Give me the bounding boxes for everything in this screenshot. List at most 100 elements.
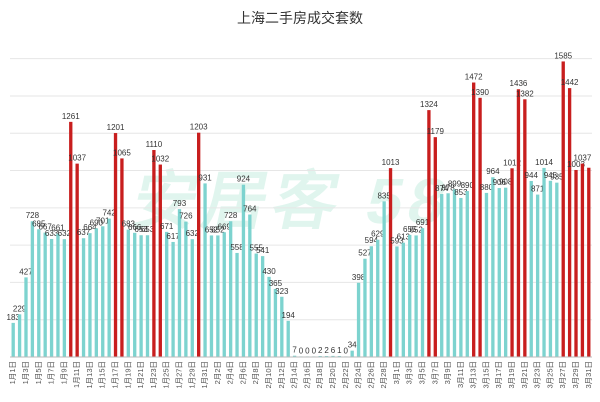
data-label: 323 bbox=[275, 287, 289, 296]
bar bbox=[37, 229, 41, 357]
bar bbox=[222, 232, 226, 357]
bar bbox=[388, 168, 393, 357]
bar bbox=[69, 121, 73, 357]
data-label: 1442 bbox=[561, 78, 579, 87]
bar bbox=[101, 226, 105, 357]
bar bbox=[241, 184, 246, 357]
bar bbox=[260, 256, 265, 357]
data-label: 593 bbox=[390, 236, 404, 245]
data-label: 365 bbox=[269, 279, 283, 288]
x-tick-label: 2月12日 bbox=[277, 361, 286, 389]
bar bbox=[145, 235, 150, 357]
bar bbox=[209, 235, 214, 357]
bar bbox=[94, 228, 99, 357]
data-label: 1203 bbox=[190, 123, 208, 132]
x-tick-label: 3月13日 bbox=[469, 361, 478, 389]
x-tick-label: 3月21日 bbox=[520, 361, 529, 389]
bar bbox=[350, 350, 354, 357]
data-label: 764 bbox=[243, 205, 257, 214]
bar bbox=[401, 242, 405, 357]
bar bbox=[420, 228, 425, 357]
data-label: 1037 bbox=[68, 154, 86, 163]
data-label: 793 bbox=[173, 199, 187, 208]
x-tick-label: 2月4日 bbox=[226, 361, 235, 384]
bar bbox=[548, 180, 553, 357]
bar bbox=[356, 282, 361, 357]
bar bbox=[516, 89, 521, 357]
x-tick-label: 3月27日 bbox=[558, 361, 567, 389]
x-tick-label: 3月15日 bbox=[481, 361, 490, 389]
bar bbox=[408, 234, 412, 357]
bar bbox=[535, 194, 540, 357]
data-label: 1390 bbox=[471, 88, 489, 97]
bar bbox=[139, 235, 143, 357]
data-label: 683 bbox=[122, 220, 136, 229]
bar bbox=[280, 296, 284, 357]
data-label: 1382 bbox=[516, 89, 534, 98]
data-label: 964 bbox=[486, 167, 500, 176]
bar bbox=[459, 197, 463, 357]
bar bbox=[11, 322, 15, 357]
bar bbox=[267, 276, 271, 357]
bar bbox=[382, 201, 386, 357]
x-tick-label: 1月13日 bbox=[85, 361, 94, 389]
data-label: 613 bbox=[397, 233, 411, 242]
bar bbox=[491, 177, 495, 357]
data-label: 653 bbox=[141, 225, 155, 234]
x-tick-label: 3月23日 bbox=[533, 361, 542, 389]
data-label: 633 bbox=[45, 229, 59, 238]
data-label: 1014 bbox=[535, 158, 553, 167]
data-label: 183 bbox=[7, 313, 21, 322]
bar bbox=[529, 180, 533, 357]
bar bbox=[446, 193, 450, 357]
x-tick-label: 1月5日 bbox=[34, 361, 43, 384]
data-label: 2 bbox=[318, 346, 323, 355]
data-label: 427 bbox=[19, 267, 33, 276]
bar bbox=[254, 253, 258, 357]
bar bbox=[248, 214, 252, 357]
x-tick-label: 1月19日 bbox=[123, 361, 132, 389]
data-label: 1065 bbox=[113, 148, 131, 157]
data-label: 0 bbox=[344, 346, 349, 355]
x-tick-label: 2月6日 bbox=[238, 361, 247, 384]
bar bbox=[567, 88, 572, 358]
bar bbox=[292, 355, 297, 357]
bar bbox=[113, 133, 118, 357]
x-tick-label: 1月11日 bbox=[72, 361, 81, 388]
bar bbox=[197, 132, 201, 357]
data-label: 701 bbox=[96, 216, 110, 225]
data-label: 652 bbox=[211, 225, 225, 234]
data-label: 835 bbox=[377, 191, 391, 200]
bar bbox=[133, 232, 137, 357]
data-label: 667 bbox=[38, 223, 52, 232]
x-tick-label: 2月8日 bbox=[251, 361, 260, 384]
bar bbox=[555, 182, 559, 357]
bar bbox=[369, 246, 374, 357]
data-label: 430 bbox=[262, 267, 276, 276]
data-label: 541 bbox=[256, 246, 270, 255]
data-label: 652 bbox=[205, 225, 219, 234]
data-label: 1585 bbox=[554, 51, 572, 60]
x-tick-label: 2月10日 bbox=[264, 361, 273, 389]
bar bbox=[30, 221, 35, 357]
bar bbox=[273, 288, 278, 357]
bar bbox=[152, 150, 156, 357]
bar bbox=[203, 183, 207, 357]
data-label: 1003 bbox=[567, 160, 585, 169]
x-tick-label: 3月11日 bbox=[456, 361, 465, 388]
bar bbox=[190, 239, 194, 357]
data-label: 1436 bbox=[510, 79, 528, 88]
x-tick-label: 2月22日 bbox=[341, 361, 350, 389]
bar bbox=[171, 241, 175, 357]
data-label: 617 bbox=[166, 232, 180, 241]
data-label: 655 bbox=[403, 225, 417, 234]
x-tick-label: 3月25日 bbox=[545, 361, 554, 389]
x-tick-label: 2月26日 bbox=[366, 361, 375, 389]
bar bbox=[395, 246, 399, 357]
x-tick-label: 3月1日 bbox=[392, 361, 401, 384]
bar bbox=[587, 167, 591, 357]
x-tick-label: 3月17日 bbox=[494, 361, 503, 389]
data-label: 878 bbox=[441, 183, 455, 192]
x-tick-label: 3月3日 bbox=[405, 361, 414, 384]
data-label: 7 bbox=[292, 346, 297, 355]
